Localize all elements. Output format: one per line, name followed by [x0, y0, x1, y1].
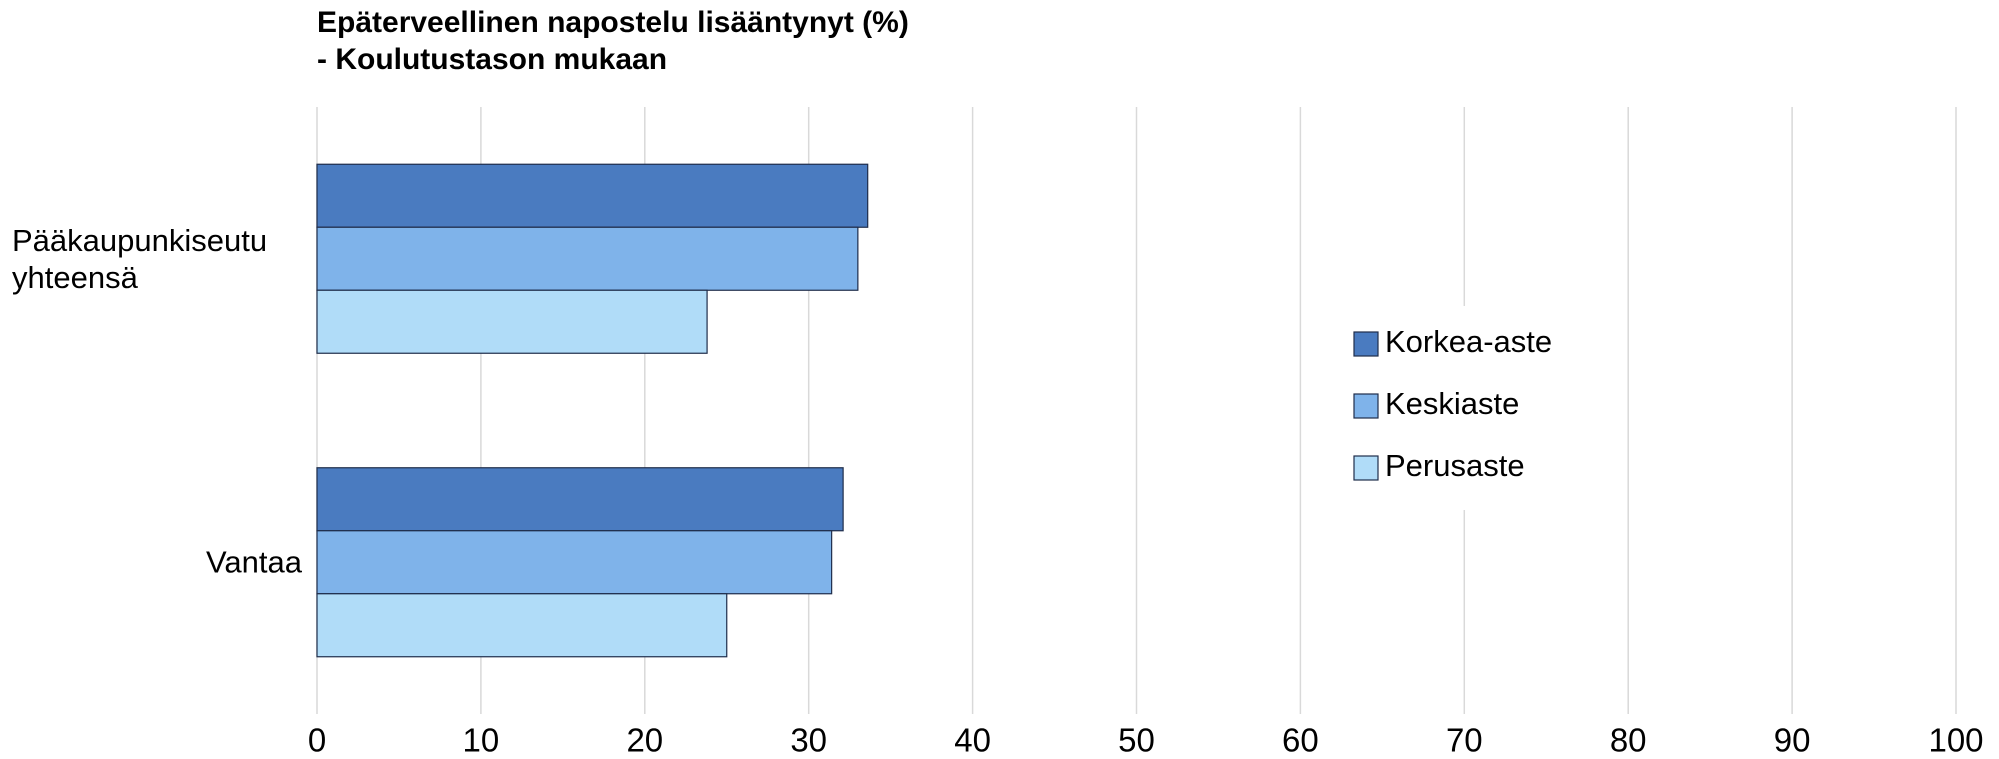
- bar: [316, 467, 844, 532]
- x-tick-label: 40: [954, 722, 991, 759]
- legend-label: Korkea-aste: [1385, 324, 1552, 359]
- bar: [316, 163, 869, 228]
- x-tick-label: 90: [1774, 722, 1811, 759]
- x-tick-label: 20: [626, 722, 663, 759]
- x-tick-label: 50: [1118, 722, 1155, 759]
- legend-label: Perusaste: [1385, 448, 1525, 483]
- x-tick-label: 10: [463, 722, 500, 759]
- x-tick-label: 30: [790, 722, 827, 759]
- x-tick-label: 70: [1446, 722, 1483, 759]
- x-tick-label: 100: [1928, 722, 1983, 759]
- legend-swatch: [1353, 455, 1379, 481]
- category-label-box: Vantaa: [206, 544, 302, 581]
- y-tick-label: Pääkaupunkiseutu yhteensä: [12, 222, 268, 295]
- x-tick-label: 60: [1282, 722, 1319, 759]
- category-label-box: Pääkaupunkiseutu yhteensä: [12, 222, 302, 296]
- bar: [316, 289, 708, 354]
- legend-swatch: [1353, 331, 1379, 357]
- x-tick-label: 0: [308, 722, 326, 759]
- x-tick-label: 80: [1610, 722, 1647, 759]
- legend-label: Keskiaste: [1385, 386, 1519, 421]
- chart-title: Epäterveellinen napostelu lisääntynyt (%…: [317, 6, 909, 39]
- y-tick-label: Vantaa: [206, 544, 302, 580]
- legend-swatch: [1353, 393, 1379, 419]
- chart-subtitle: - Koulutustason mukaan: [317, 43, 667, 76]
- bar: [316, 593, 728, 658]
- bar: [316, 226, 859, 291]
- bar: [316, 530, 833, 595]
